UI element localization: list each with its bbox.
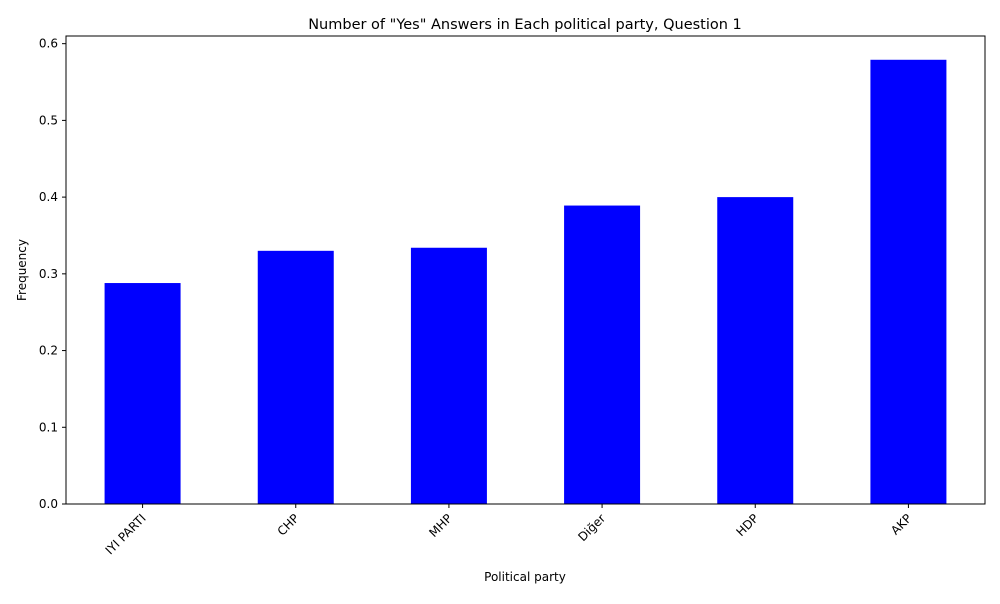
x-tick-label: HDP [733, 511, 761, 539]
y-tick-label: 0.2 [39, 344, 58, 358]
bar-5 [870, 59, 947, 504]
x-tick-label: CHP [275, 511, 302, 538]
y-tick-label: 0.0 [39, 497, 58, 511]
x-axis-title: Political party [484, 570, 566, 584]
bar-3 [564, 205, 641, 505]
y-tick-label: 0.1 [39, 420, 58, 434]
bar-4 [717, 197, 794, 505]
y-axis-title: Frequency [15, 239, 29, 301]
bars-layer [104, 59, 947, 505]
bar-0 [104, 283, 181, 504]
x-tick-label: Diğer [575, 511, 608, 544]
chart-title: Number of "Yes" Answers in Each politica… [308, 17, 742, 33]
bar-2 [410, 247, 487, 504]
x-tick-label: IYI PARTI [103, 511, 149, 557]
bar-1 [257, 250, 334, 504]
y-tick-label: 0.3 [39, 267, 58, 281]
y-tick-label: 0.5 [39, 113, 58, 127]
x-axis: IYI PARTI CHP MHP Diğer HDP AKP [103, 504, 915, 557]
x-tick-label: MHP [426, 511, 455, 540]
x-tick-label: AKP [888, 511, 914, 537]
y-axis: 0.0 0.1 0.2 0.3 0.4 0.5 0.6 [39, 37, 66, 511]
plot-frame [65, 35, 986, 505]
y-tick-label: 0.4 [39, 190, 58, 204]
y-tick-label: 0.6 [39, 37, 58, 51]
